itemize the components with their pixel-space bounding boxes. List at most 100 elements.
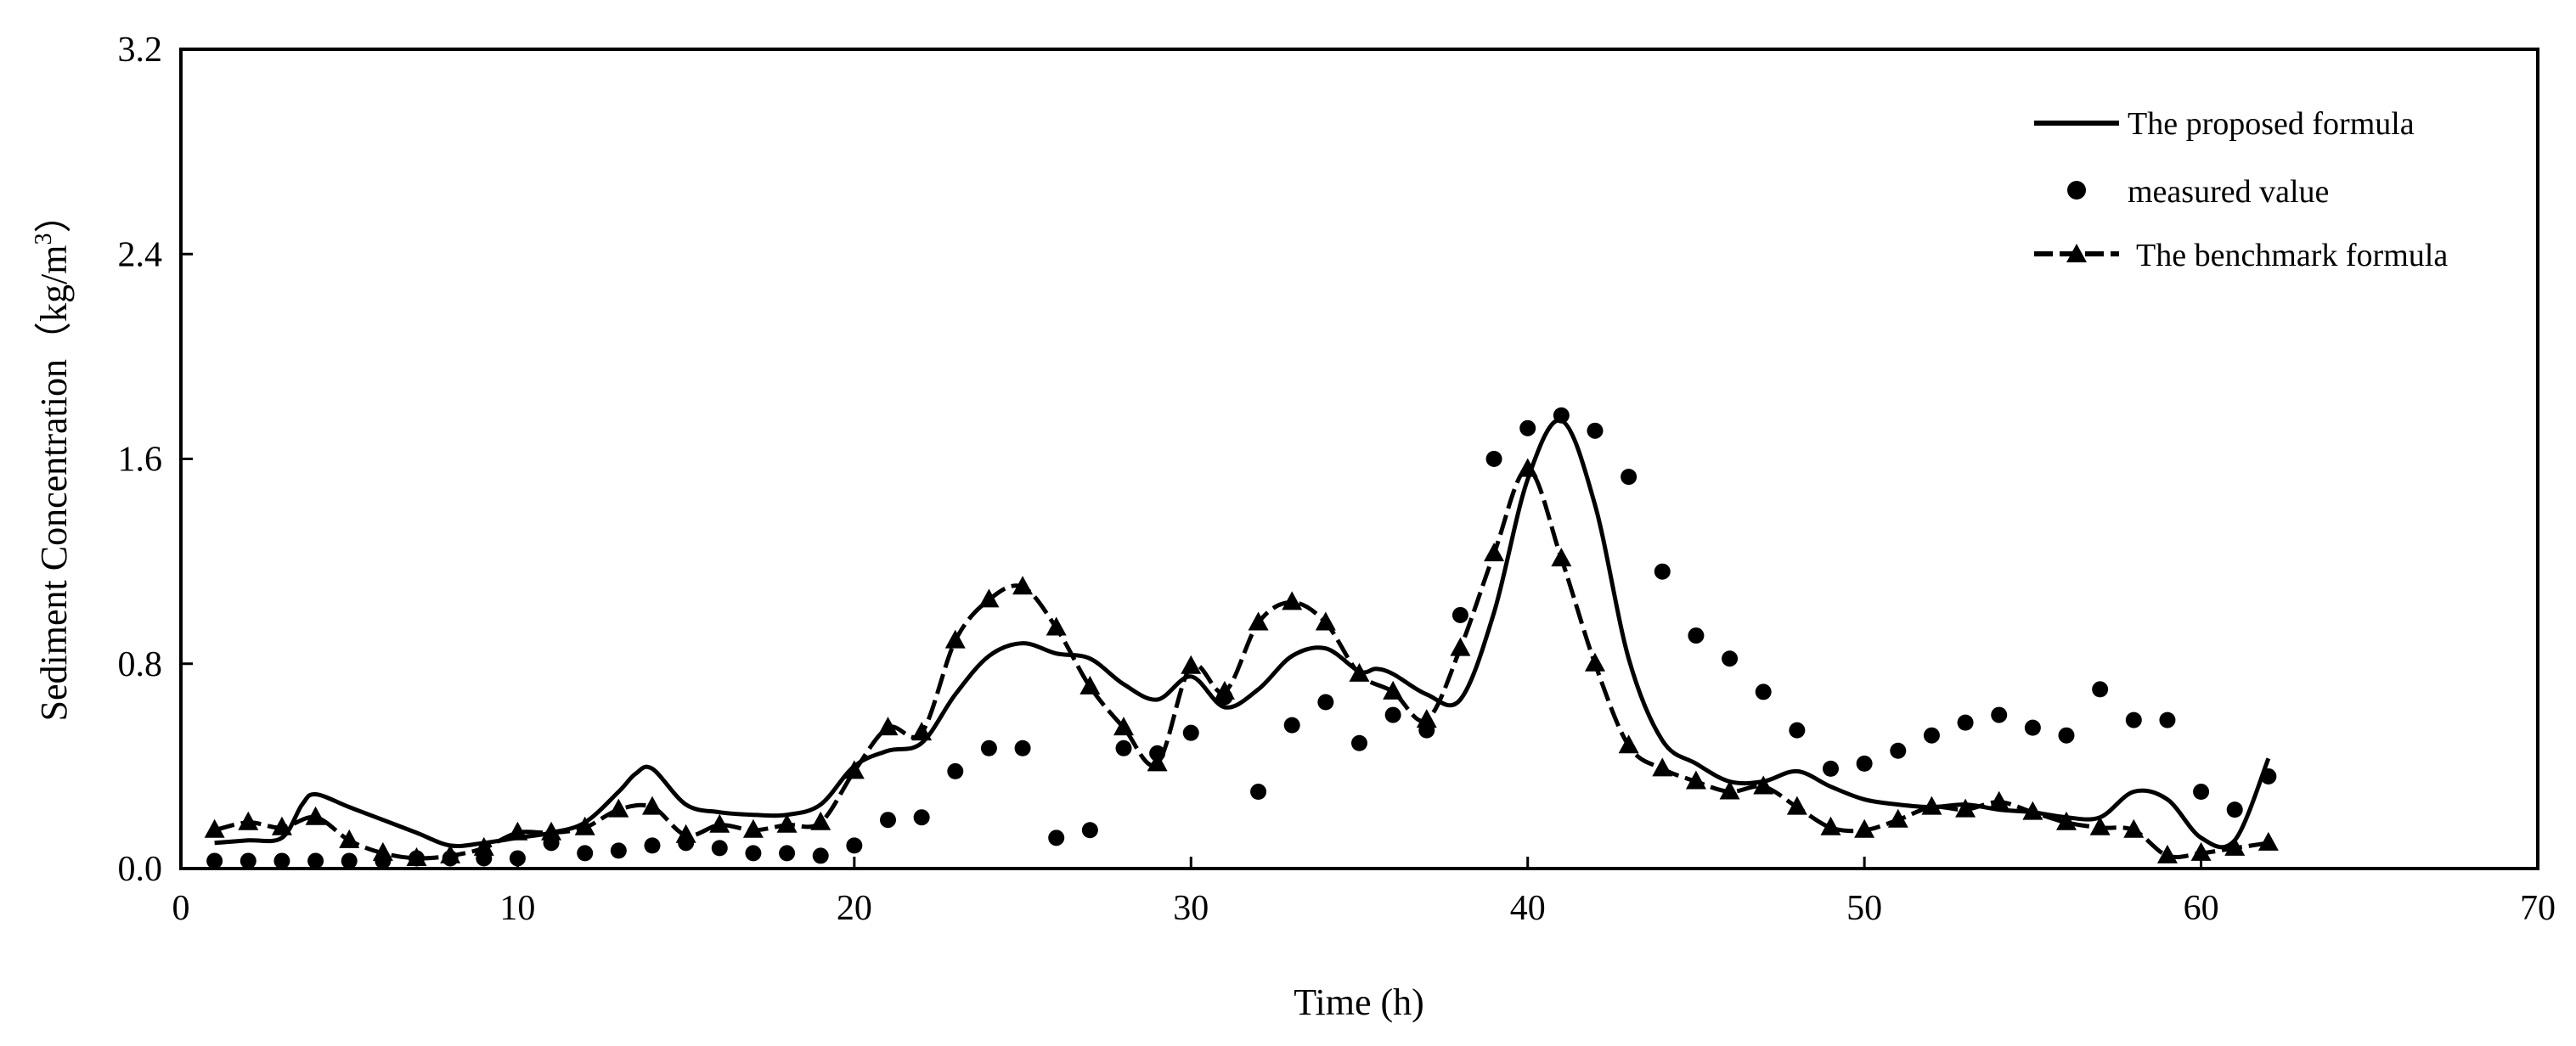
measured-point	[1519, 419, 1536, 436]
measured-point	[980, 740, 997, 756]
x-tick-label: 40	[1510, 889, 1546, 928]
benchmark-marker	[339, 829, 360, 848]
y-axis-label-unit-close: ）	[33, 196, 75, 233]
benchmark-marker	[1416, 709, 1437, 728]
measured-point	[341, 852, 358, 869]
measured-point	[1317, 694, 1334, 711]
measured-point	[307, 852, 324, 869]
measured-point	[812, 847, 829, 864]
benchmark-marker	[574, 816, 595, 835]
measured-point	[644, 837, 661, 854]
benchmark-marker	[1046, 616, 1067, 636]
benchmark-marker	[473, 836, 494, 856]
legend: The proposed formula measured value The …	[2034, 106, 2448, 273]
benchmark-marker	[1383, 680, 1404, 700]
measured-point	[240, 852, 256, 869]
measured-point	[1957, 714, 1974, 731]
benchmark-marker	[776, 813, 798, 833]
series-benchmark-line	[213, 467, 2269, 861]
benchmark-marker	[305, 806, 326, 825]
benchmark-marker	[1315, 611, 1336, 631]
benchmark-marker	[1685, 770, 1706, 790]
measured-point	[1654, 563, 1671, 580]
measured-point	[846, 837, 863, 854]
benchmark-marker	[2022, 801, 2043, 820]
x-tick-label: 60	[2184, 889, 2219, 928]
benchmark-marker	[1181, 655, 1202, 674]
y-axis-label-unit-sup: 3	[31, 233, 57, 245]
benchmark-marker	[2089, 816, 2111, 835]
measured-point	[711, 840, 728, 857]
benchmark-marker	[1147, 752, 1168, 772]
measured-point	[1384, 706, 1401, 723]
benchmark-marker	[911, 722, 933, 741]
measured-point	[1485, 451, 1502, 467]
benchmark-marker	[204, 818, 225, 838]
measured-point	[476, 850, 493, 867]
x-tick-label: 10	[499, 889, 535, 928]
measured-point	[409, 850, 425, 867]
series-layer	[204, 407, 2279, 869]
benchmark-marker	[1517, 458, 1538, 477]
y-tick-label: 1.6	[118, 441, 163, 480]
benchmark-marker	[709, 813, 730, 833]
benchmark-marker	[1450, 637, 1471, 656]
measured-point	[1149, 745, 1166, 762]
benchmark-marker	[1484, 543, 1505, 562]
benchmark-marker	[944, 629, 966, 649]
x-tick-label: 70	[2520, 889, 2556, 928]
x-tick-label: 20	[837, 889, 872, 928]
benchmark-marker	[1955, 798, 1976, 818]
x-tick-label: 0	[172, 889, 190, 928]
measured-point	[1182, 724, 1199, 741]
benchmark-marker	[1248, 611, 1269, 631]
benchmark-marker	[271, 816, 292, 835]
measured-point	[1048, 829, 1065, 846]
measured-point	[1553, 407, 1570, 424]
measured-point	[1081, 822, 1098, 839]
measured-point	[1823, 760, 1839, 777]
benchmark-marker	[978, 588, 1000, 608]
measured-point	[1250, 784, 1267, 801]
benchmark-marker	[238, 811, 259, 830]
benchmark-marker	[1012, 576, 1034, 595]
measured-point	[1621, 469, 1637, 486]
measured-point	[1418, 722, 1435, 739]
benchmark-marker	[1820, 816, 1841, 835]
measured-point	[1216, 689, 1233, 706]
legend-measured-marker	[2067, 181, 2086, 200]
benchmark-marker	[810, 811, 831, 830]
legend-benchmark-marker	[2066, 244, 2087, 262]
benchmark-marker	[507, 821, 528, 841]
benchmark-marker	[2123, 818, 2145, 838]
benchmark-marker	[1282, 591, 1303, 610]
measured-point	[880, 812, 896, 829]
benchmark-marker	[541, 821, 562, 841]
benchmark-marker	[1652, 757, 1673, 777]
measured-point	[1890, 742, 1907, 759]
series-proposed-line	[214, 418, 2271, 850]
measured-point	[2193, 784, 2210, 801]
y-axis-label-text: Sediment Concentration	[33, 359, 75, 721]
benchmark-marker	[1786, 796, 1807, 815]
benchmark-marker	[1585, 652, 1605, 672]
measured-point	[2260, 768, 2277, 784]
measured-point	[577, 845, 594, 862]
measured-point	[273, 852, 290, 869]
measured-point	[610, 842, 627, 859]
benchmark-marker	[608, 798, 629, 818]
measured-point	[543, 835, 560, 852]
y-tick-label: 3.2	[118, 31, 163, 70]
benchmark-marker	[843, 760, 865, 779]
measured-point	[1283, 717, 1300, 734]
legend-measured-label: measured value	[2128, 174, 2329, 210]
measured-point	[1722, 650, 1739, 667]
measured-point	[2159, 711, 2176, 728]
legend-proposed-label: The proposed formula	[2128, 106, 2415, 142]
measured-point	[1351, 734, 1367, 751]
benchmark-marker	[2156, 844, 2178, 863]
measured-point	[206, 852, 223, 869]
measured-point	[375, 852, 392, 869]
benchmark-marker	[1079, 675, 1101, 695]
